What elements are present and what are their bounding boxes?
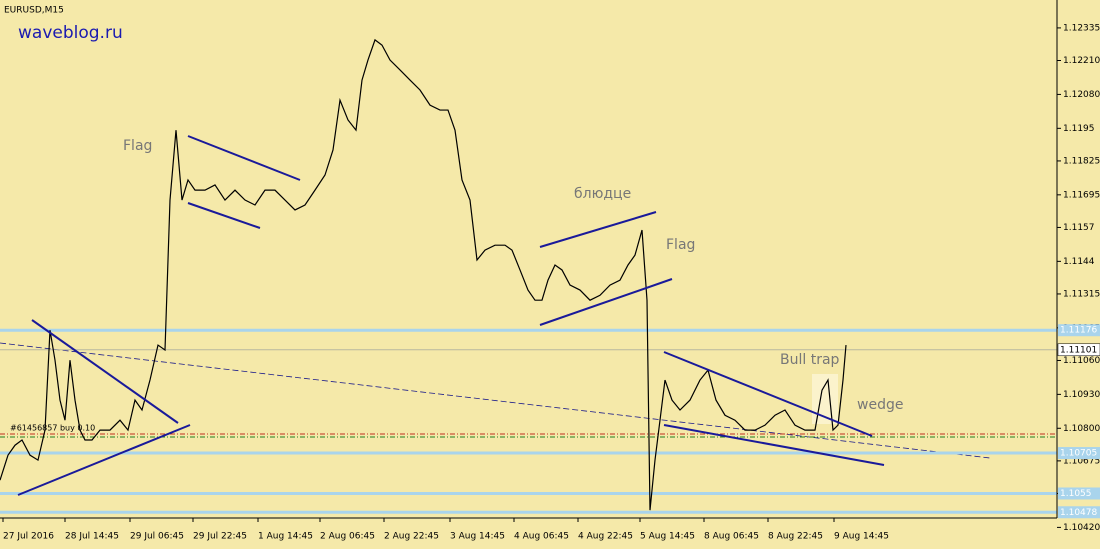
level-label: 1.10705 — [1060, 449, 1097, 459]
y-tick-label: 1.11060 — [1063, 356, 1100, 366]
x-tick-label: 8 Aug 06:45 — [704, 532, 759, 542]
y-tick-label: 1.12335 — [1063, 23, 1100, 33]
y-tick-label: 1.11695 — [1063, 190, 1100, 200]
chart-subtitle: waveblog.ru — [18, 23, 123, 43]
trend-line — [0, 342, 991, 459]
y-tick-label: 1.1157 — [1063, 223, 1095, 233]
y-tick-label: 1.1195 — [1063, 124, 1095, 134]
level-label: 1.10478 — [1060, 508, 1097, 518]
annotation: Flag — [123, 138, 152, 154]
y-tick-label: 1.10930 — [1063, 390, 1100, 400]
x-tick-label: 29 Jul 22:45 — [193, 532, 247, 542]
level-tag — [1058, 324, 1100, 337]
x-tick-label: 1 Aug 14:45 — [258, 532, 313, 542]
x-tick-label: 29 Jul 06:45 — [130, 532, 184, 542]
price-line — [0, 38, 847, 511]
x-tick-label: 4 Aug 22:45 — [578, 532, 633, 542]
annotation: #61456857 buy 0.10 — [10, 424, 95, 433]
annotation: блюдце — [574, 186, 631, 202]
x-tick-label: 3 Aug 14:45 — [450, 532, 505, 542]
level-tag — [1058, 506, 1100, 519]
x-tick-label: 27 Jul 2016 — [3, 532, 54, 542]
y-tick-label: 1.1144 — [1063, 257, 1095, 267]
y-tick-label: 1.12080 — [1063, 90, 1100, 100]
highlight-box — [812, 374, 838, 424]
y-tick-label: 1.12210 — [1063, 56, 1100, 66]
annotation: wedge — [857, 397, 903, 413]
levels — [0, 328, 1057, 514]
price — [0, 38, 847, 511]
drawings — [17, 135, 885, 496]
current-price-tag — [1057, 343, 1100, 357]
x-tick-label: 9 Aug 14:45 — [834, 532, 889, 542]
x-tick-label: 2 Aug 22:45 — [384, 532, 439, 542]
y-tick-label: 1.10420 — [1063, 523, 1100, 533]
x-tick-label: 8 Aug 22:45 — [768, 532, 823, 542]
axes: 1.12335 1.12210 1.12080 1.1195 1.11825 1.1169… — [2, 23, 1100, 542]
x-tick-label: 4 Aug 06:45 — [514, 532, 569, 542]
level-tag — [1058, 447, 1100, 460]
level-label: 1.1055 — [1060, 489, 1092, 499]
y-tick-label: 1.11315 — [1063, 289, 1100, 299]
x-tick-label: 5 Aug 14:45 — [640, 532, 695, 542]
y-tick-label: 1.10800 — [1063, 424, 1100, 434]
chart-title: EURUSD,M15 — [4, 6, 64, 16]
x-tick-label: 2 Aug 06:45 — [320, 532, 375, 542]
y-tick-label: 1.10675 — [1063, 456, 1100, 466]
current-price-label: 1.11101 — [1060, 345, 1097, 355]
x-tick-label: 28 Jul 14:45 — [65, 532, 119, 542]
annotation: Bull trap — [780, 352, 840, 368]
level-label: 1.11176 — [1060, 326, 1097, 336]
level-tag — [1058, 487, 1100, 500]
y-tick-label: 1.11825 — [1063, 156, 1100, 166]
annotation: Flag — [666, 237, 695, 253]
